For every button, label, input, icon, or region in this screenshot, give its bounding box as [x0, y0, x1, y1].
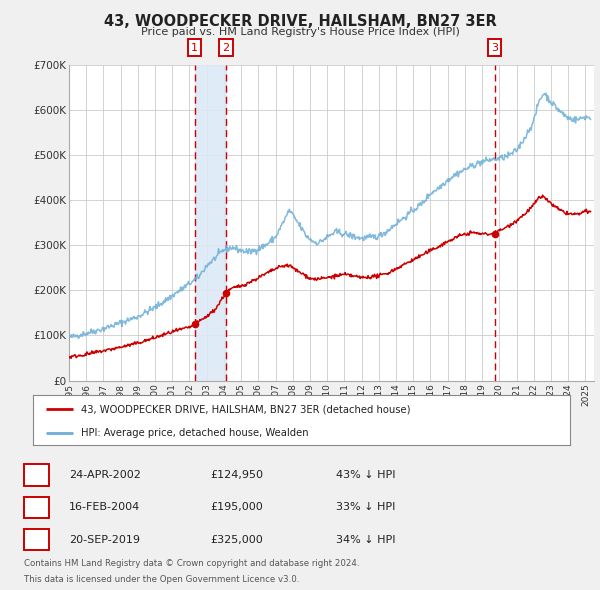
Text: 34% ↓ HPI: 34% ↓ HPI	[336, 535, 395, 545]
Text: 3: 3	[491, 42, 498, 53]
Text: Contains HM Land Registry data © Crown copyright and database right 2024.: Contains HM Land Registry data © Crown c…	[24, 559, 359, 568]
Text: 33% ↓ HPI: 33% ↓ HPI	[336, 503, 395, 512]
Text: HPI: Average price, detached house, Wealden: HPI: Average price, detached house, Weal…	[82, 428, 309, 438]
Text: £325,000: £325,000	[210, 535, 263, 545]
Text: 1: 1	[33, 470, 40, 480]
Text: 43, WOODPECKER DRIVE, HAILSHAM, BN27 3ER (detached house): 43, WOODPECKER DRIVE, HAILSHAM, BN27 3ER…	[82, 404, 411, 414]
Text: 24-APR-2002: 24-APR-2002	[69, 470, 141, 480]
Text: 43, WOODPECKER DRIVE, HAILSHAM, BN27 3ER: 43, WOODPECKER DRIVE, HAILSHAM, BN27 3ER	[104, 14, 496, 29]
Text: 3: 3	[33, 535, 40, 545]
Text: This data is licensed under the Open Government Licence v3.0.: This data is licensed under the Open Gov…	[24, 575, 299, 584]
Text: 20-SEP-2019: 20-SEP-2019	[69, 535, 140, 545]
Text: 16-FEB-2004: 16-FEB-2004	[69, 503, 140, 512]
Bar	[195, 65, 226, 381]
Text: £124,950: £124,950	[210, 470, 263, 480]
Text: 2: 2	[33, 503, 40, 512]
Text: 2: 2	[223, 42, 230, 53]
Text: 43% ↓ HPI: 43% ↓ HPI	[336, 470, 395, 480]
Text: Price paid vs. HM Land Registry's House Price Index (HPI): Price paid vs. HM Land Registry's House …	[140, 27, 460, 37]
Text: £195,000: £195,000	[210, 503, 263, 512]
Text: 1: 1	[191, 42, 199, 53]
